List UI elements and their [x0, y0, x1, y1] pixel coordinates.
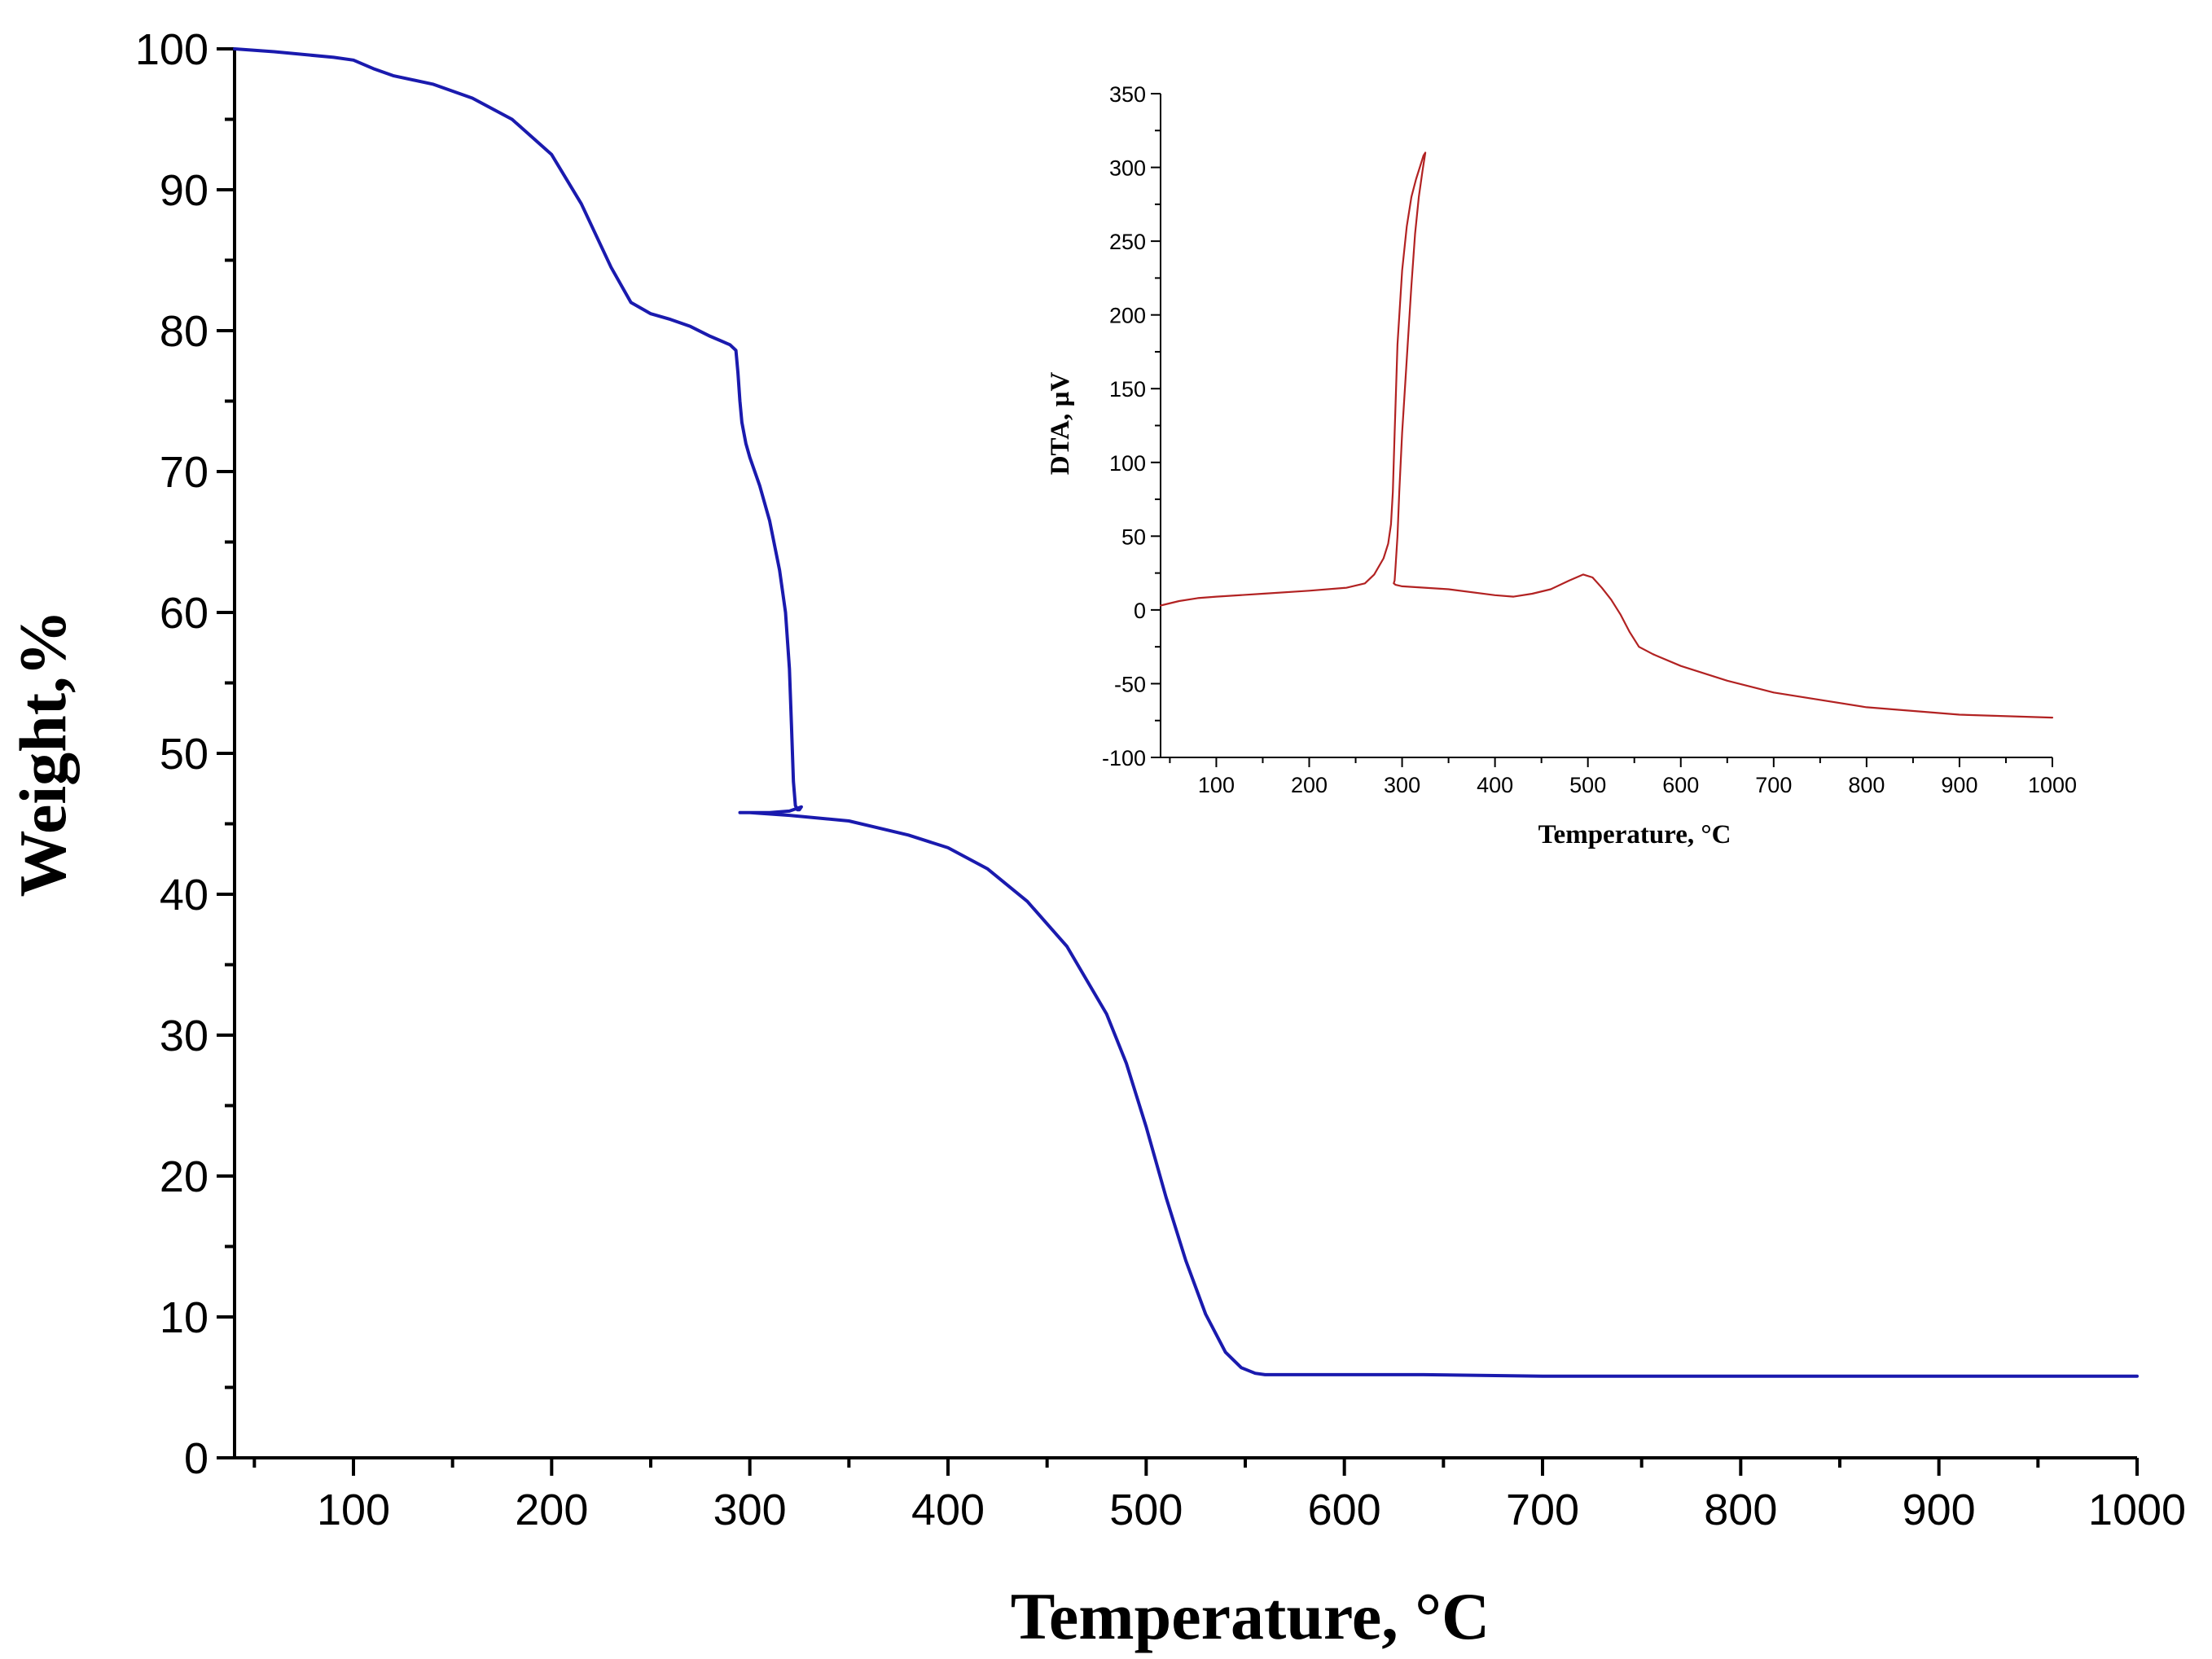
- main-y-tick-label: 10: [160, 1293, 208, 1342]
- main-x-tick-label: 300: [713, 1486, 787, 1534]
- inset-y-ticks: -100 -50 0 50 100 150 200 250 300 350: [1102, 82, 1161, 770]
- inset-x-tick-label: 200: [1291, 773, 1328, 797]
- inset-x-tick-label: 300: [1384, 773, 1420, 797]
- main-y-tick-label: 60: [160, 589, 208, 638]
- main-x-tick-label: 800: [1704, 1486, 1777, 1534]
- inset-y-tick-label: 150: [1109, 377, 1146, 402]
- main-y-tick-label: 40: [160, 871, 208, 919]
- main-y-tick-label: 80: [160, 307, 208, 356]
- main-y-tick-label: 50: [160, 730, 208, 779]
- main-x-tick-label: 700: [1506, 1486, 1579, 1534]
- inset-y-tick-label: 300: [1109, 156, 1146, 181]
- main-y-tick-label: 30: [160, 1012, 208, 1060]
- main-x-tick-label: 200: [515, 1486, 588, 1534]
- inset-x-tick-label: 400: [1477, 773, 1513, 797]
- inset-x-tick-label: 800: [1848, 773, 1885, 797]
- inset-y-axis-label: DTA, µV: [1046, 372, 1075, 476]
- inset-x-tick-label: 500: [1569, 773, 1606, 797]
- inset-x-tick-label: 700: [1755, 773, 1792, 797]
- main-x-tick-label: 600: [1308, 1486, 1381, 1534]
- dta-inset-chart: 100 200 300 400 500 600 700 800 900 1000 -100 -50 0…: [1046, 82, 2077, 849]
- inset-y-tick-label: 350: [1109, 82, 1146, 107]
- inset-x-axis-label: Temperature, °C: [1538, 820, 1731, 849]
- main-y-tick-label: 20: [160, 1152, 208, 1201]
- inset-y-tick-label: 200: [1109, 304, 1146, 328]
- main-x-tick-label: 1000: [2088, 1486, 2186, 1534]
- inset-y-tick-label: 100: [1109, 451, 1146, 476]
- main-y-tick-label: 100: [135, 25, 208, 74]
- inset-x-tick-label: 100: [1198, 773, 1235, 797]
- inset-y-tick-label: 250: [1109, 230, 1146, 254]
- inset-y-tick-label: 50: [1121, 524, 1146, 549]
- main-y-ticks: 0 10 20 30 40 50 60 70 80 90 100: [135, 25, 235, 1483]
- main-x-axis-label: Temperature, °C: [1011, 1579, 1490, 1653]
- main-x-ticks: 100 200 300 400 500 600 700 800 900 1000: [252, 1458, 2186, 1534]
- main-y-tick-label: 70: [160, 448, 208, 497]
- inset-x-ticks: 100 200 300 400 500 600 700 800 900 1000: [1169, 757, 2077, 797]
- inset-x-tick-label: 600: [1662, 773, 1699, 797]
- main-x-tick-label: 500: [1109, 1486, 1183, 1534]
- inset-y-tick-label: 0: [1134, 599, 1146, 623]
- inset-x-tick-label: 1000: [2028, 773, 2077, 797]
- inset-y-tick-label: -50: [1114, 672, 1146, 696]
- main-series-group: [233, 47, 2139, 1378]
- tga-chart: 100 200 300 400 500 600 700 800 900 1000 01020304…: [6, 25, 2186, 1653]
- main-x-tick-label: 900: [1903, 1486, 1976, 1534]
- inset-series-dta-line: [1159, 151, 2054, 719]
- main-x-tick-label: 400: [911, 1486, 985, 1534]
- inset-series-group: [1159, 151, 2054, 719]
- main-y-tick-label: 90: [160, 166, 208, 215]
- main-x-tick-label: 100: [317, 1486, 390, 1534]
- main-series-tga-line: [233, 47, 2139, 1378]
- inset-x-tick-label: 900: [1941, 773, 1977, 797]
- main-y-tick-label: 0: [184, 1434, 208, 1483]
- inset-y-tick-label: -100: [1102, 746, 1146, 770]
- main-y-axis-label: Weight,%: [6, 609, 80, 897]
